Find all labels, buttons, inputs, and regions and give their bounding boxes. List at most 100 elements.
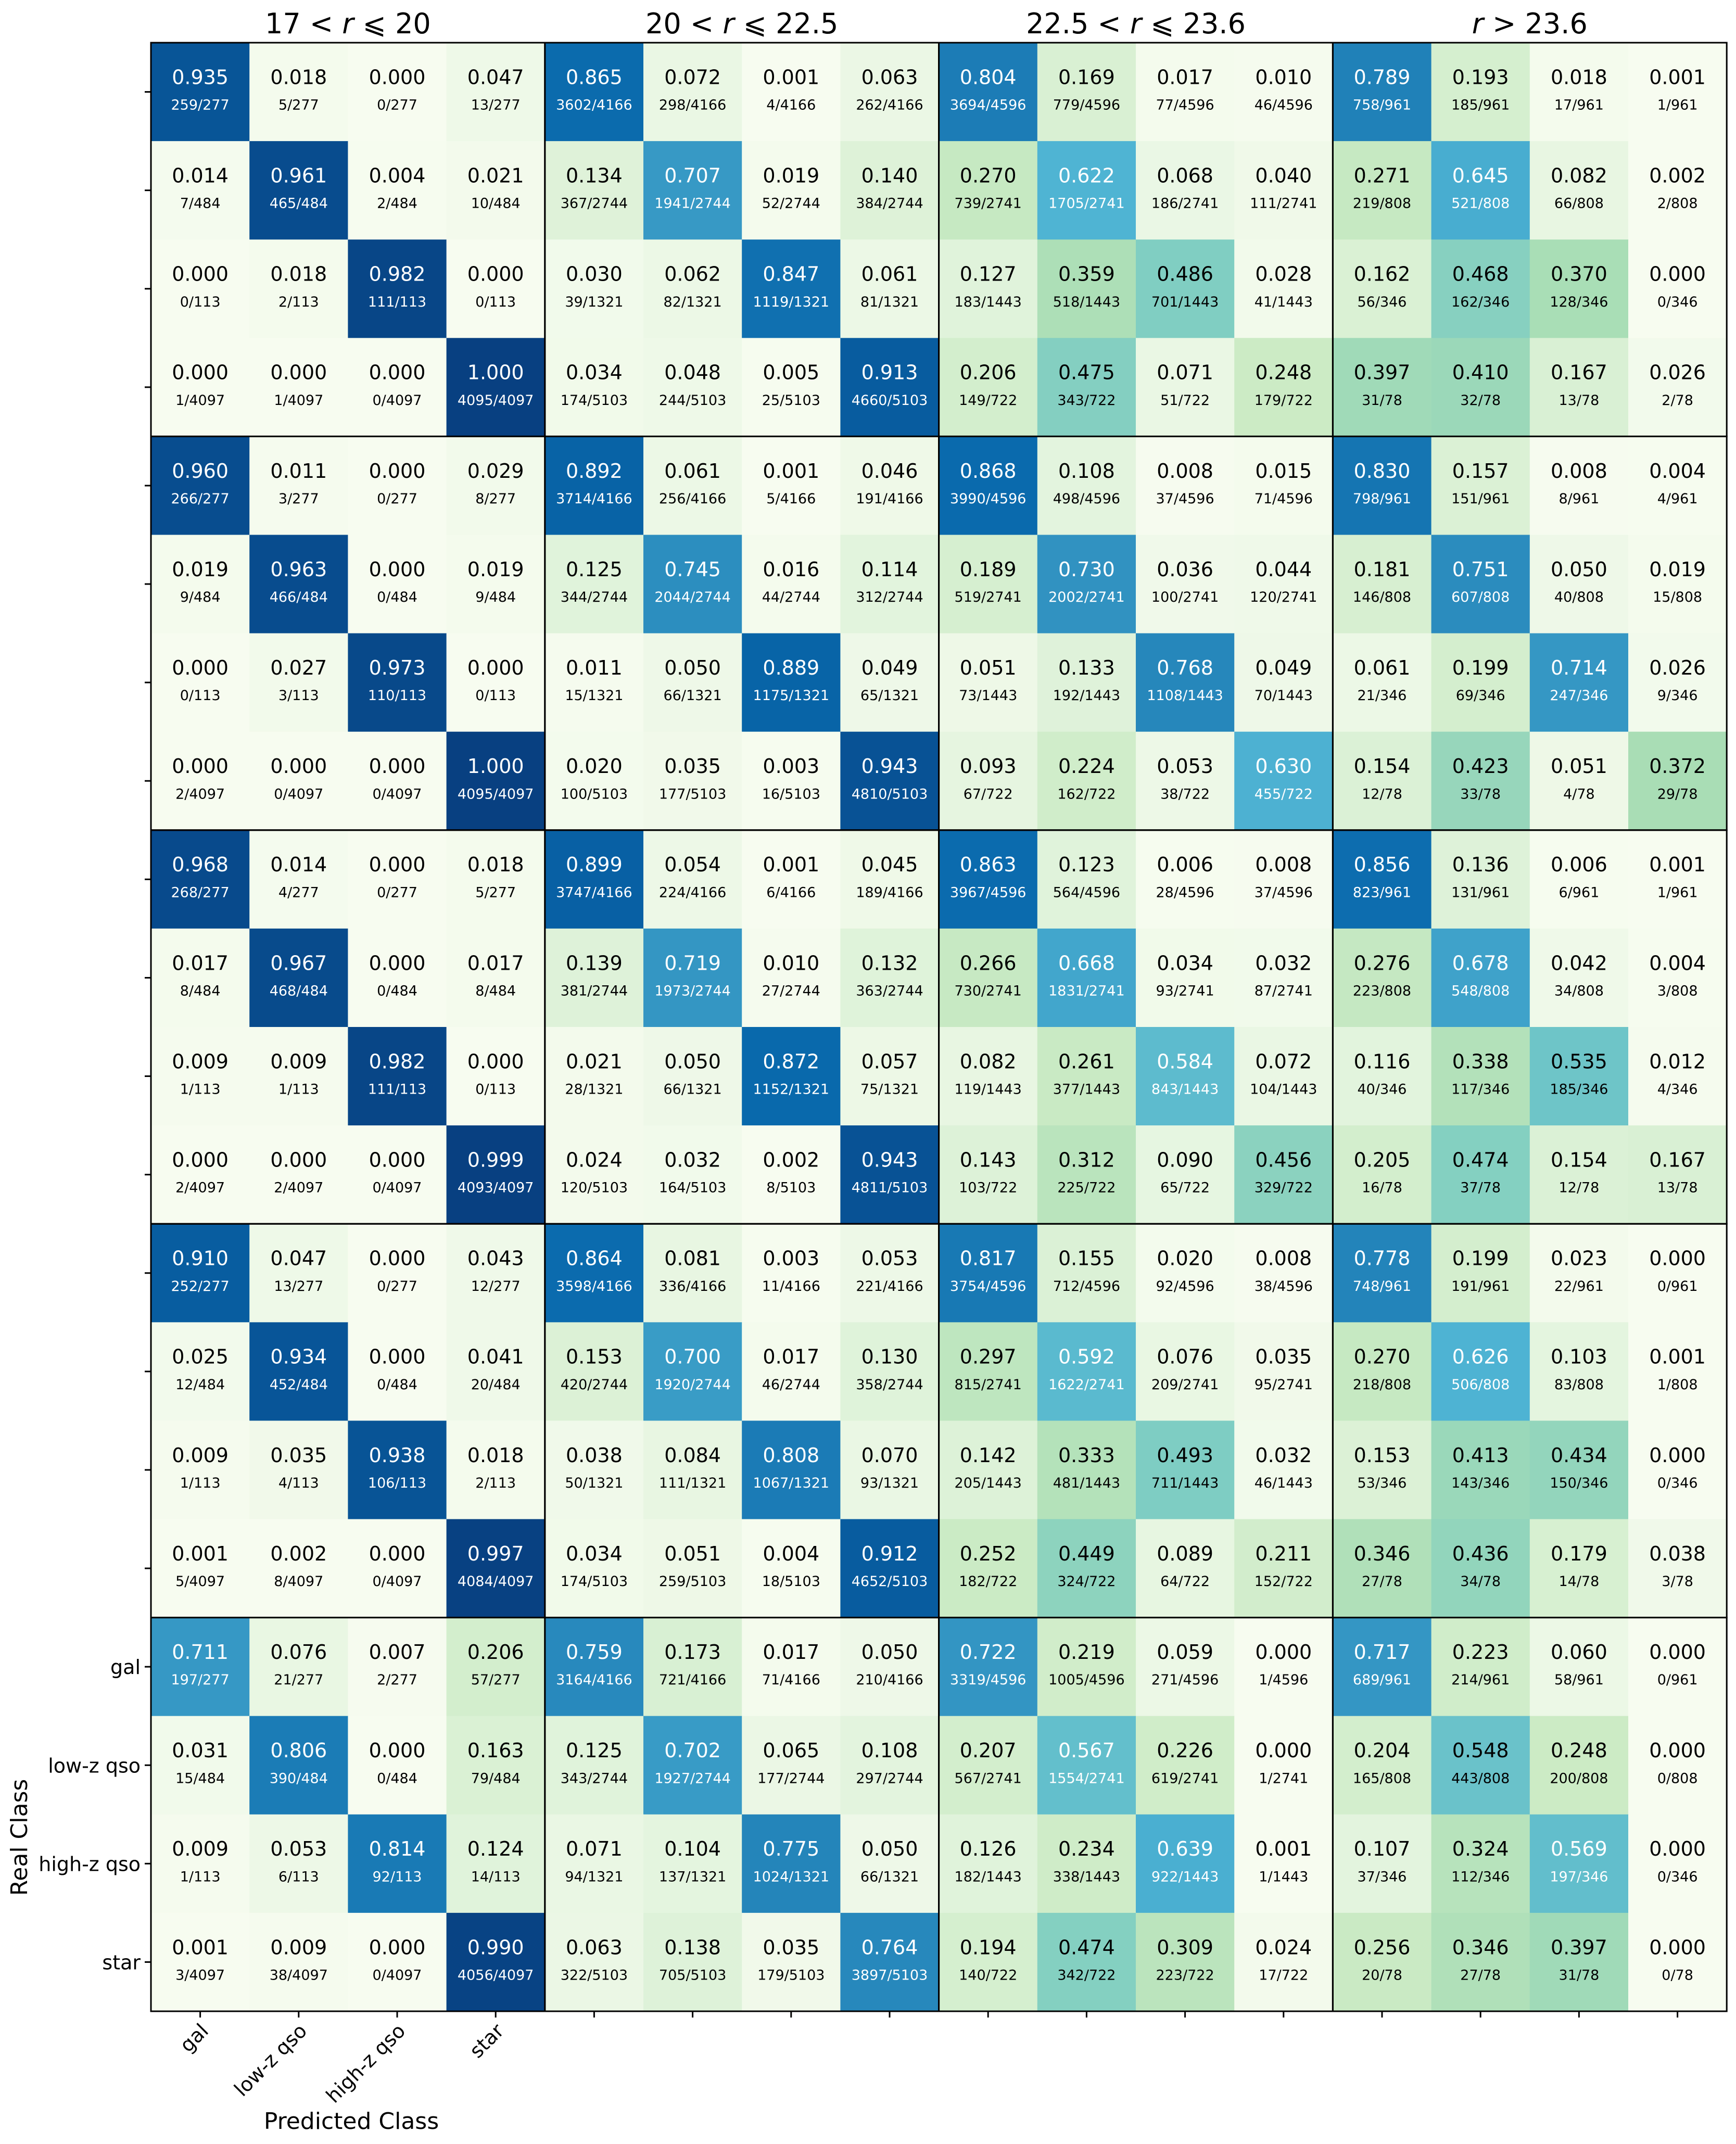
heatmap-cell: [544, 1617, 644, 1717]
cell-count-label: 342/722: [1057, 1967, 1116, 1983]
heatmap-cell: [1529, 43, 1629, 142]
heatmap-cell: [1333, 1322, 1432, 1421]
heatmap-cell: [939, 1519, 1038, 1618]
heatmap-cell: [249, 1125, 348, 1224]
cell-value-label: 0.065: [763, 1739, 819, 1762]
heatmap-cell: [1136, 1617, 1235, 1717]
heatmap-cell: [742, 338, 841, 437]
heatmap-cell: [446, 436, 546, 536]
cell-value-label: 0.960: [172, 460, 229, 483]
cell-count-label: 21/346: [1358, 688, 1407, 704]
cell-value-label: 0.025: [172, 1346, 229, 1368]
heatmap-cell: [1234, 1420, 1333, 1520]
cell-value-label: 0.061: [861, 263, 918, 286]
cell-value-label: 0.000: [270, 361, 327, 384]
heatmap-cell: [1136, 1716, 1235, 1815]
heatmap-cell: [446, 1027, 546, 1126]
heatmap-cell: [151, 436, 250, 536]
heatmap-cell: [1234, 141, 1333, 240]
cell-value-label: 0.031: [172, 1739, 229, 1762]
cell-count-label: 4/113: [278, 1475, 319, 1491]
heatmap-cell: [249, 830, 348, 929]
heatmap-cell: [151, 633, 250, 732]
heatmap-cell: [1628, 731, 1727, 831]
heatmap-cell: [1431, 830, 1530, 929]
cell-count-label: 14/113: [471, 1869, 521, 1885]
heatmap-cell: [1628, 535, 1727, 634]
cell-count-label: 13/277: [274, 1278, 323, 1295]
cell-value-label: 0.804: [960, 66, 1017, 88]
heatmap-cell: [1431, 1519, 1530, 1618]
cell-value-label: 0.548: [1452, 1739, 1509, 1762]
cell-count-label: 1005/4596: [1048, 1672, 1125, 1688]
cell-value-label: 0.943: [861, 1149, 918, 1172]
cell-count-label: 182/1443: [955, 1869, 1022, 1885]
cell-value-label: 0.138: [664, 1936, 721, 1959]
cell-value-label: 0.125: [566, 558, 623, 581]
heatmap-cell: [249, 1912, 348, 2012]
cell-value-label: 0.004: [1649, 460, 1706, 483]
heatmap-cell: [1529, 436, 1629, 536]
cell-count-label: 40/808: [1554, 589, 1604, 605]
cell-value-label: 0.153: [566, 1346, 623, 1368]
heatmap-cell: [544, 1027, 644, 1126]
cell-count-label: 0/484: [377, 983, 417, 999]
cell-value-label: 0.063: [861, 66, 918, 88]
cell-value-label: 0.053: [1157, 755, 1213, 778]
cell-count-label: 92/4596: [1156, 1278, 1214, 1295]
cell-count-label: 140/722: [959, 1967, 1017, 1983]
cell-value-label: 0.007: [369, 1641, 426, 1664]
cell-value-label: 0.004: [369, 164, 426, 187]
cell-value-label: 0.346: [1452, 1936, 1509, 1959]
heatmap-cell: [1136, 731, 1235, 831]
cell-count-label: 13/78: [1558, 392, 1599, 409]
cell-count-label: 468/484: [270, 983, 328, 999]
heatmap-cell: [1529, 1420, 1629, 1520]
cell-value-label: 0.224: [1058, 755, 1115, 778]
cell-count-label: 3/808: [1657, 983, 1698, 999]
heatmap-cell: [544, 1224, 644, 1323]
cell-value-label: 0.071: [1157, 361, 1213, 384]
cell-value-label: 0.038: [1649, 1542, 1706, 1565]
cell-count-label: 111/113: [368, 294, 426, 310]
heatmap-cell: [1234, 1519, 1333, 1618]
cell-value-label: 0.017: [1157, 66, 1213, 88]
cell-count-label: 259/5103: [659, 1574, 726, 1590]
cell-value-label: 0.167: [1551, 361, 1607, 384]
cell-count-label: 6/961: [1558, 884, 1599, 900]
cell-count-label: 0/346: [1657, 1475, 1698, 1491]
heatmap-cell: [348, 239, 447, 338]
cell-count-label: 0/113: [180, 294, 221, 310]
heatmap-cell: [151, 928, 250, 1027]
heatmap-cell: [544, 830, 644, 929]
cell-count-label: 37/4596: [1156, 491, 1214, 507]
cell-value-label: 0.018: [270, 263, 327, 286]
cell-value-label: 0.035: [270, 1444, 327, 1467]
cell-count-label: 8/277: [475, 491, 516, 507]
heatmap-cell: [544, 928, 644, 1027]
cell-value-label: 0.032: [1255, 952, 1312, 974]
cell-value-label: 0.000: [1255, 1641, 1312, 1664]
cell-value-label: 0.982: [369, 1050, 426, 1073]
cell-value-label: 0.474: [1452, 1149, 1509, 1172]
cell-value-label: 0.035: [664, 755, 721, 778]
cell-count-label: 3602/4166: [556, 97, 632, 113]
heatmap-cell: [348, 1224, 447, 1323]
cell-count-label: 70/1443: [1255, 688, 1313, 704]
cell-value-label: 0.000: [1649, 1837, 1706, 1860]
heatmap-cell: [1529, 633, 1629, 732]
cell-count-label: 2/4097: [274, 1180, 323, 1196]
heatmap-cell: [1431, 338, 1530, 437]
cell-value-label: 0.010: [763, 952, 819, 974]
heatmap-cell: [249, 1814, 348, 1913]
cell-count-label: 117/346: [1451, 1082, 1510, 1098]
heatmap-cell: [939, 1027, 1038, 1126]
cell-value-label: 0.778: [1354, 1247, 1411, 1270]
heatmap-cell: [840, 43, 940, 142]
heatmap-cell: [939, 1224, 1038, 1323]
cell-count-label: 1/4097: [175, 392, 225, 409]
cell-value-label: 0.248: [1551, 1739, 1607, 1762]
cell-count-label: 46/1443: [1255, 1475, 1313, 1491]
cell-count-label: 16/78: [1362, 1180, 1402, 1196]
heatmap-cell: [742, 633, 841, 732]
